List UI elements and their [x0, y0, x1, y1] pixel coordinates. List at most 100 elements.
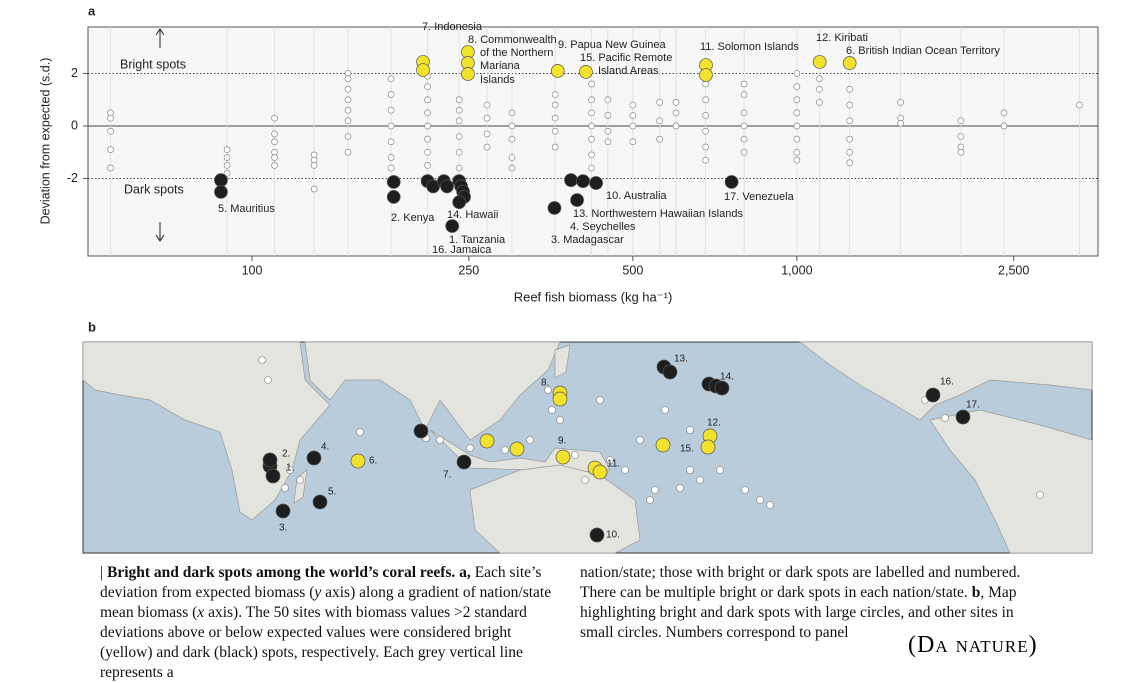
arrow-up	[155, 28, 165, 48]
site-point	[387, 122, 395, 130]
spot-dot	[413, 423, 429, 439]
panel-label: a	[88, 3, 96, 18]
site-point	[740, 80, 748, 88]
site-point	[897, 120, 904, 127]
spot-point	[699, 68, 713, 82]
spot-dot	[592, 464, 608, 480]
site-point	[588, 109, 595, 117]
south-america	[929, 409, 1093, 554]
site-dot	[696, 476, 704, 484]
spot-dot	[714, 380, 730, 396]
spot-dot	[456, 454, 472, 470]
map-label: 7.	[443, 470, 451, 481]
site-point	[740, 122, 748, 130]
site-point	[424, 96, 431, 104]
spot-point	[812, 55, 827, 69]
site-point	[629, 101, 637, 109]
spot-point	[445, 219, 460, 233]
spot-point	[550, 64, 565, 78]
site-dot	[296, 476, 304, 484]
spot-point	[214, 185, 228, 199]
site-dot	[264, 376, 272, 384]
spot-point	[440, 179, 454, 194]
site-point	[424, 148, 431, 156]
annotation: Mariana	[480, 60, 521, 72]
caption-text: y	[314, 584, 322, 601]
site-dot	[766, 501, 774, 509]
site-point	[107, 164, 114, 172]
site-point	[107, 146, 114, 153]
site-point	[107, 114, 114, 122]
site-point	[551, 127, 559, 135]
site-dot	[356, 428, 364, 436]
site-point	[1000, 109, 1008, 117]
site-point	[483, 143, 491, 151]
annotation: Island Areas	[598, 65, 659, 77]
site-point	[793, 83, 801, 90]
site-point	[1076, 101, 1083, 109]
spot-point	[386, 190, 401, 204]
spot-point	[576, 174, 590, 189]
site-point	[271, 138, 278, 146]
site-point	[957, 117, 965, 125]
site-point	[793, 109, 801, 117]
site-point	[344, 106, 352, 114]
map-label: 16.	[940, 377, 954, 388]
site-dot	[676, 484, 684, 492]
map-label: 3.	[279, 523, 287, 534]
map-label: 17.	[966, 400, 980, 411]
spot-dot	[262, 452, 278, 468]
annotation: of the Northern	[480, 47, 553, 59]
annotation: 12. Kiribati	[816, 32, 868, 44]
site-point	[310, 185, 318, 193]
x-axis-label: Reef fish biomass (kg ha⁻¹)	[514, 289, 673, 304]
map-label: 6.	[369, 456, 377, 467]
annotation: 13. Northwestern Hawaiian Islands	[573, 208, 743, 220]
figure: a Deviation from expected (s.d.) Reef fi…	[38, 3, 1099, 554]
caption-column: nation/state; those with bright or dark …	[580, 563, 1045, 643]
site-point	[387, 91, 395, 98]
site-point	[588, 164, 595, 172]
spot-dot	[265, 468, 281, 484]
annotation: 8. Commonwealth	[468, 34, 557, 46]
site-dot	[716, 466, 724, 474]
site-dot	[941, 414, 949, 422]
site-point	[846, 135, 854, 143]
caption-text: |	[100, 564, 107, 581]
caption-text: Bright and dark spots among the world’s …	[106, 564, 471, 581]
spot-dot	[350, 453, 366, 469]
annotation: 3. Madagascar	[551, 234, 624, 246]
north-america	[798, 341, 1093, 421]
site-dot	[646, 496, 654, 504]
site-point	[816, 85, 823, 93]
map-label: 13.	[674, 354, 688, 365]
spot-point	[842, 56, 857, 70]
annotation: 6. British Indian Ocean Territory	[846, 45, 1000, 57]
site-point	[793, 70, 801, 77]
caption-text: nation/state; those with bright or dark …	[580, 564, 1021, 601]
site-point	[588, 96, 595, 104]
site-point	[629, 138, 637, 146]
site-dot	[661, 406, 669, 414]
site-point	[656, 99, 664, 106]
site-point	[455, 164, 463, 172]
site-point	[483, 114, 491, 122]
site-point	[740, 109, 748, 117]
annotation: 5. Mauritius	[218, 203, 275, 215]
site-dot	[501, 446, 509, 454]
x-tick-label: 1,000	[781, 263, 812, 277]
map-label: 2.	[282, 449, 290, 460]
spot-point	[547, 201, 562, 215]
site-point	[793, 122, 801, 130]
spot-dot	[925, 387, 941, 403]
site-dot	[756, 496, 764, 504]
site-point	[604, 138, 612, 146]
y-tick-label: -2	[67, 171, 78, 185]
annotation: 7. Indonesia	[422, 21, 483, 33]
site-point	[672, 109, 680, 117]
x-tick-label: 250	[458, 263, 479, 277]
site-point	[740, 135, 748, 143]
map-label: 15.	[680, 444, 694, 455]
site-point	[508, 109, 516, 117]
site-point	[846, 159, 854, 167]
